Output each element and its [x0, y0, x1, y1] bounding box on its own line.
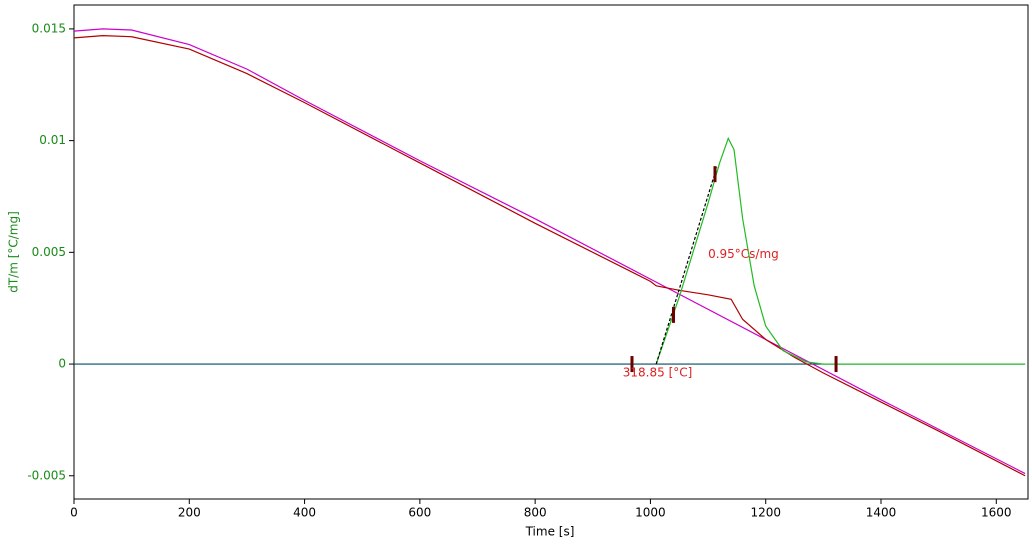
y-tick-label: 0.015 [32, 21, 66, 35]
x-axis-label: Time [s] [525, 525, 575, 539]
y-tick-label: 0.005 [32, 245, 66, 259]
x-tick-label: 800 [524, 506, 547, 520]
plot-frame [73, 4, 1029, 500]
y-tick-label: -0.005 [27, 468, 66, 482]
marker [834, 356, 838, 373]
data-line [73, 28, 1026, 475]
annotation: 318.85 [°C] [623, 365, 693, 379]
x-tick-label: 1600 [981, 506, 1012, 520]
x-tick-label: 0 [70, 506, 78, 520]
x-tick-label: 600 [408, 506, 431, 520]
data-line [655, 167, 718, 365]
marker [630, 356, 634, 373]
x-tick-label: 400 [293, 506, 316, 520]
annotation: 0.95°Cs/mg [708, 247, 779, 261]
x-tick-label: 200 [178, 506, 201, 520]
x-tick-label: 1400 [866, 506, 897, 520]
data-line [73, 35, 1026, 477]
data-line [655, 136, 1026, 365]
y-axis-label: dT/m [°C/mg] [7, 211, 21, 293]
y-tick-label: 0 [58, 357, 66, 371]
x-tick-label: 1000 [635, 506, 666, 520]
x-tick-label: 1200 [750, 506, 781, 520]
marker [671, 306, 675, 323]
y-tick-label: 0.01 [39, 133, 66, 147]
marker [713, 166, 717, 183]
